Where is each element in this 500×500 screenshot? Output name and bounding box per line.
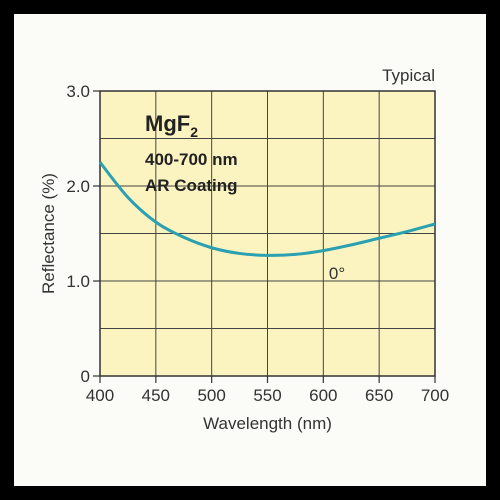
x-tick-label-700: 700: [421, 386, 449, 405]
y-tick-label-3.0: 3.0: [66, 82, 90, 101]
x-tick-label-600: 600: [309, 386, 337, 405]
x-tick-label-400: 400: [86, 386, 114, 405]
y-tick-label-1.0: 1.0: [66, 272, 90, 291]
axis-ticks: 400 450 500 550 600 650 700 0 1.0 2.0 3.0: [66, 82, 449, 405]
typical-note: Typical: [382, 66, 435, 85]
y-tick-label-2.0: 2.0: [66, 177, 90, 196]
chart-frame: 400 450 500 550 600 650 700 0 1.0 2.0 3.0 Typical …: [14, 14, 486, 486]
x-tick-label-450: 450: [142, 386, 170, 405]
coating-label: AR Coating: [145, 176, 238, 195]
formula-main: MgF: [145, 111, 190, 136]
y-tick-label-0: 0: [81, 367, 90, 386]
formula-label: MgF2: [145, 111, 198, 140]
x-tick-label-500: 500: [197, 386, 225, 405]
y-axis-title: Reflectance (%): [39, 173, 58, 294]
x-tick-label-650: 650: [365, 386, 393, 405]
coating-annotation: MgF2 400-700 nm AR Coating: [145, 111, 238, 195]
x-axis-title: Wavelength (nm): [203, 414, 332, 433]
grid-lines: [100, 91, 435, 376]
series-label-0deg: 0°: [329, 264, 345, 283]
formula-subscript: 2: [190, 124, 198, 140]
series-line-0deg: [98, 161, 436, 257]
range-label: 400-700 nm: [145, 150, 238, 169]
x-tick-label-550: 550: [253, 386, 281, 405]
